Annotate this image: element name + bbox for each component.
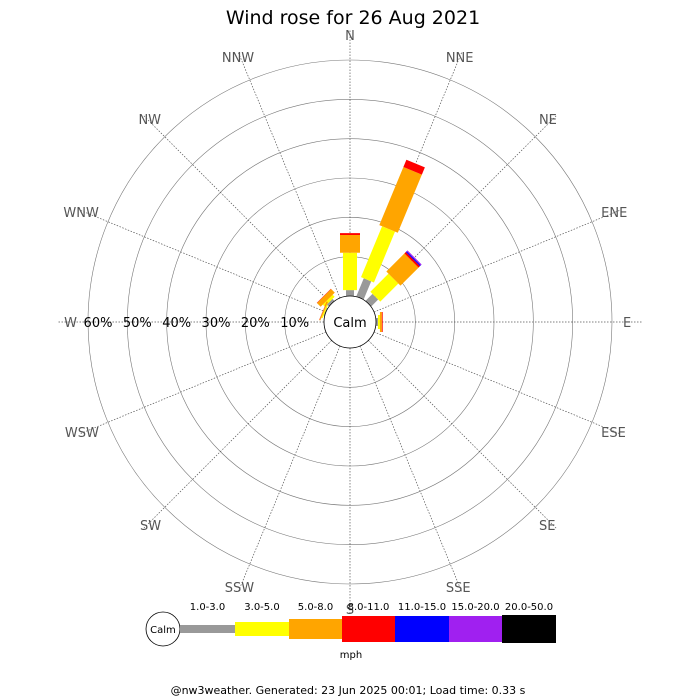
calm-center: Calm (323, 295, 377, 349)
grid-spoke (237, 345, 341, 592)
wind-bar-segment-nne-2 (379, 166, 422, 233)
wind-bar-segment-e-2 (379, 312, 382, 332)
legend-label-4: 11.0-15.0 (398, 602, 446, 613)
wind-bar-segment-nw-3 (316, 288, 332, 304)
speed-legend: Calm 1.0-3.0 3.0-5.0 5.0-8.0 8.0-11.0 11.0-15… (145, 602, 556, 661)
wind-bar-segment-n-2 (340, 235, 360, 253)
wind-bar-segment-e-0 (376, 318, 378, 326)
direction-label-n: N (345, 29, 355, 44)
direction-label-nnw: NNW (222, 51, 254, 66)
legend-label-5: 15.0-20.0 (451, 602, 499, 613)
wind-bar-segment-ne-4 (405, 251, 421, 267)
direction-label-se: SE (539, 519, 555, 534)
legend-calm-label: Calm (150, 625, 176, 636)
ring-label: 50% (123, 316, 152, 331)
wind-bars (316, 159, 425, 332)
legend-units: mph (340, 650, 362, 661)
calm-label: Calm (333, 316, 366, 331)
grid-ring (127, 99, 573, 545)
legend-label-3: 8.0-11.0 (348, 602, 390, 613)
wind-bar-segment-nne-3 (403, 159, 425, 175)
ring-label: 10% (280, 316, 309, 331)
legend-label-0: 1.0-3.0 (190, 602, 225, 613)
direction-label-ese: ESE (601, 426, 626, 441)
grid-spoke (373, 331, 620, 435)
wind-bar-segment-nw-1 (322, 294, 335, 307)
grid-spoke (237, 52, 341, 299)
direction-label-ne: NE (539, 113, 557, 128)
wind-bar-segment-wnw-2 (319, 301, 328, 321)
wind-bar-segment-wnw-1 (321, 304, 328, 319)
footer-text: @nw3weather. Generated: 23 Jun 2025 00:0… (171, 684, 526, 697)
grid-spoke (80, 209, 327, 313)
legend-swatch-0 (180, 625, 235, 633)
grid-spoke (368, 340, 557, 529)
grid-spoke (80, 331, 327, 435)
direction-label-ene: ENE (601, 206, 627, 221)
wind-bar-segment-ne-0 (365, 293, 379, 307)
wind-bar-segment-e-3 (381, 312, 383, 332)
legend-swatch-4 (395, 616, 449, 642)
legend-swatch-2 (289, 619, 342, 639)
direction-label-s: S (346, 603, 354, 618)
grid-ring (87, 59, 613, 585)
legend-swatch-5 (449, 616, 502, 642)
direction-label-ssw: SSW (225, 581, 255, 596)
direction-label-sw: SW (140, 519, 161, 534)
direction-label-e: E (623, 316, 631, 331)
grid-spoke (359, 345, 463, 592)
direction-label-nw: NW (138, 113, 161, 128)
direction-label-wsw: WSW (65, 426, 99, 441)
direction-labels: N NNE NE ENE E ESE SE SSE S SSW SW WSW W WNW NW NNW (63, 29, 631, 618)
legend-swatch-3 (342, 616, 395, 642)
grid-spoke (143, 115, 332, 304)
chart-title: Wind rose for 26 Aug 2021 (226, 7, 480, 29)
wind-bar-segment-n-0 (346, 290, 354, 296)
grid-spoke (368, 115, 557, 304)
wind-bar-segment-nw-0 (326, 298, 335, 307)
wind-bar-segment-ne-3 (404, 252, 420, 268)
ring-labels: 10% 20% 30% 40% 50% 60% (84, 316, 310, 331)
wind-bar-segment-wnw-3 (319, 301, 327, 321)
wind-bar-segment-ne-2 (386, 253, 419, 286)
calm-circle (323, 295, 377, 349)
direction-label-w: W (64, 316, 77, 331)
legend-label-2: 5.0-8.0 (298, 602, 333, 613)
direction-label-nne: NNE (446, 51, 474, 66)
ring-label: 20% (241, 316, 270, 331)
grid-spoke (143, 340, 332, 529)
wind-bar-segment-nne-0 (356, 278, 372, 300)
ring-label: 30% (202, 316, 231, 331)
ring-label: 40% (162, 316, 191, 331)
legend-label-1: 3.0-5.0 (244, 602, 279, 613)
legend-swatch-1 (235, 622, 289, 636)
wind-bar-segment-nw-2 (317, 289, 335, 307)
wind-bar-segment-ne-5 (406, 250, 422, 266)
grid-spoke (373, 209, 620, 313)
wind-bar-segment-e-1 (377, 315, 380, 329)
wind-bar-segment-n-1 (343, 252, 357, 291)
direction-label-sse: SSE (446, 581, 471, 596)
wind-bar-segment-n-3 (340, 233, 360, 236)
legend-swatch-6 (502, 615, 556, 643)
wind-bar-segment-nne-1 (361, 226, 396, 283)
direction-label-wnw: WNW (63, 206, 99, 221)
legend-label-6: 20.0-50.0 (505, 602, 553, 613)
wind-bar-segment-ne-1 (370, 273, 399, 302)
ring-label: 60% (84, 316, 113, 331)
